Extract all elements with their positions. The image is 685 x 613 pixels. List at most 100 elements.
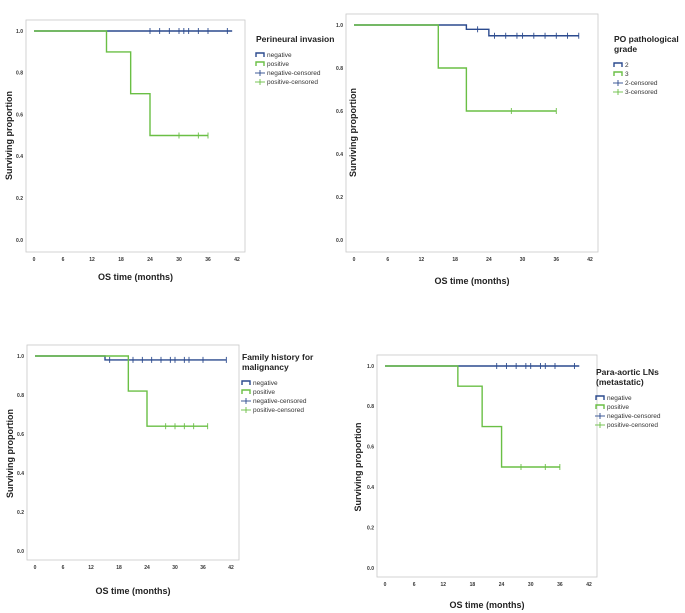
legend-item-label: positive-censored <box>253 407 304 414</box>
legend-swatch <box>255 61 265 66</box>
x-tick-label: 42 <box>586 582 592 588</box>
y-tick-label: 0.8 <box>16 71 23 77</box>
legend-item-label: positive-censored <box>267 79 318 86</box>
y-tick-label: 0.2 <box>17 510 24 516</box>
legend-title: Family history for <box>242 352 314 362</box>
legend-title: PO pathological <box>614 34 679 44</box>
x-tick-label: 6 <box>386 257 389 263</box>
x-tick-label: 6 <box>62 257 65 263</box>
x-tick-label: 18 <box>470 582 476 588</box>
y-tick-label: 1.0 <box>17 354 24 360</box>
y-tick-label: 0.8 <box>17 393 24 399</box>
plot-frame <box>376 354 598 578</box>
y-tick-label: 0.2 <box>367 525 374 531</box>
x-tick-label: 30 <box>172 565 178 571</box>
legend-swatch <box>595 404 605 409</box>
x-tick-label: 42 <box>234 257 240 263</box>
legend-item-label: 3-censored <box>625 89 658 96</box>
legend-title: Perineural invasion <box>256 34 334 44</box>
y-tick-label: 0.2 <box>16 196 23 202</box>
km-panel-3: 0.0 0.2 0.4 0.6 0.8 1.0 0 6 12 18 24 30 36 42 OS time … <box>5 344 314 596</box>
y-tick-label: 0.4 <box>17 471 24 477</box>
plot-frame <box>345 13 599 253</box>
y-tick-label: 0.4 <box>16 154 23 160</box>
km-panel-1: 0.0 0.2 0.4 0.6 0.8 1.0 0 6 12 18 24 30 36 42 OS time … <box>4 19 334 282</box>
plot-frame <box>25 19 246 253</box>
x-tick-label: 0 <box>33 257 36 263</box>
legend-item-label: 2-censored <box>625 80 658 87</box>
x-tick-label: 30 <box>520 257 526 263</box>
y-tick-label: 0.0 <box>336 238 343 244</box>
legend-item-label: positive <box>267 61 289 68</box>
legend-item-label: negative <box>267 52 292 59</box>
y-axis-title: Surviving proportion <box>4 91 14 180</box>
km-curve-positive <box>385 365 560 468</box>
x-tick-label: 0 <box>353 257 356 263</box>
legend-item-label: negative <box>253 380 278 387</box>
y-tick-label: 0.4 <box>336 152 343 158</box>
x-tick-label: 0 <box>384 582 387 588</box>
legend-item-label: positive <box>253 389 275 396</box>
y-axis-title: Surviving proportion <box>348 88 358 177</box>
legend-title: Para-aortic LNs <box>596 367 659 377</box>
legend-title: malignancy <box>242 362 289 372</box>
y-tick-label: 0.0 <box>17 549 24 555</box>
x-tick-label: 12 <box>441 582 447 588</box>
x-tick-label: 30 <box>528 582 534 588</box>
legend-item-label: 2 <box>625 62 629 69</box>
x-tick-label: 36 <box>205 257 211 263</box>
x-tick-label: 0 <box>34 565 37 571</box>
x-tick-label: 12 <box>88 565 94 571</box>
x-tick-label: 24 <box>144 565 150 571</box>
legend-swatch <box>241 380 251 385</box>
y-tick-label: 0.8 <box>336 66 343 72</box>
legend-item-label: negative-censored <box>267 70 321 77</box>
km-curve-positive <box>35 355 208 427</box>
km-curve-positive <box>34 30 208 137</box>
y-tick-label: 0.6 <box>17 432 24 438</box>
legend-item-label: negative <box>607 395 632 402</box>
legend-item-label: 3 <box>625 71 629 78</box>
x-tick-label: 24 <box>499 582 505 588</box>
y-tick-label: 0.0 <box>367 566 374 572</box>
x-axis-title: OS time (months) <box>95 586 170 596</box>
y-axis-title: Surviving proportion <box>5 409 15 498</box>
legend-item-label: negative-censored <box>607 413 661 420</box>
x-tick-label: 42 <box>587 257 593 263</box>
km-panel-2: 0.0 0.2 0.4 0.6 0.8 1.0 0 6 12 18 24 30 36 42 OS time … <box>336 13 679 286</box>
x-tick-label: 18 <box>118 257 124 263</box>
y-tick-label: 0.6 <box>16 112 23 118</box>
x-tick-label: 30 <box>176 257 182 263</box>
x-axis-title: OS time (months) <box>434 276 509 286</box>
y-axis-title: Surviving proportion <box>353 423 363 512</box>
x-tick-label: 6 <box>62 565 65 571</box>
km-curve-3 <box>354 24 557 112</box>
legend-item-label: negative-censored <box>253 398 307 405</box>
y-tick-label: 0.8 <box>367 404 374 410</box>
legend-title: (metastatic) <box>596 377 644 387</box>
km-panel-4: 0.0 0.2 0.4 0.6 0.8 1.0 0 6 12 18 24 30 36 42 OS time … <box>353 354 661 610</box>
x-tick-label: 24 <box>486 257 492 263</box>
y-tick-label: 0.6 <box>336 109 343 115</box>
x-axis-title: OS time (months) <box>449 600 524 610</box>
legend-title: grade <box>614 44 637 54</box>
legend-swatch <box>613 62 623 67</box>
x-tick-label: 24 <box>147 257 153 263</box>
y-tick-label: 0.6 <box>367 445 374 451</box>
legend-swatch <box>595 395 605 400</box>
x-tick-label: 12 <box>419 257 425 263</box>
x-tick-label: 12 <box>89 257 95 263</box>
x-tick-label: 36 <box>200 565 206 571</box>
y-tick-label: 1.0 <box>367 364 374 370</box>
y-tick-label: 0.2 <box>336 195 343 201</box>
x-tick-label: 36 <box>554 257 560 263</box>
legend-swatch <box>241 389 251 394</box>
legend-item-label: positive-censored <box>607 422 658 429</box>
legend-swatch <box>613 71 623 76</box>
legend-swatch <box>255 52 265 57</box>
y-tick-label: 1.0 <box>16 29 23 35</box>
legend-item-label: positive <box>607 404 629 411</box>
x-tick-label: 36 <box>557 582 563 588</box>
y-tick-label: 1.0 <box>336 23 343 29</box>
x-tick-label: 18 <box>116 565 122 571</box>
